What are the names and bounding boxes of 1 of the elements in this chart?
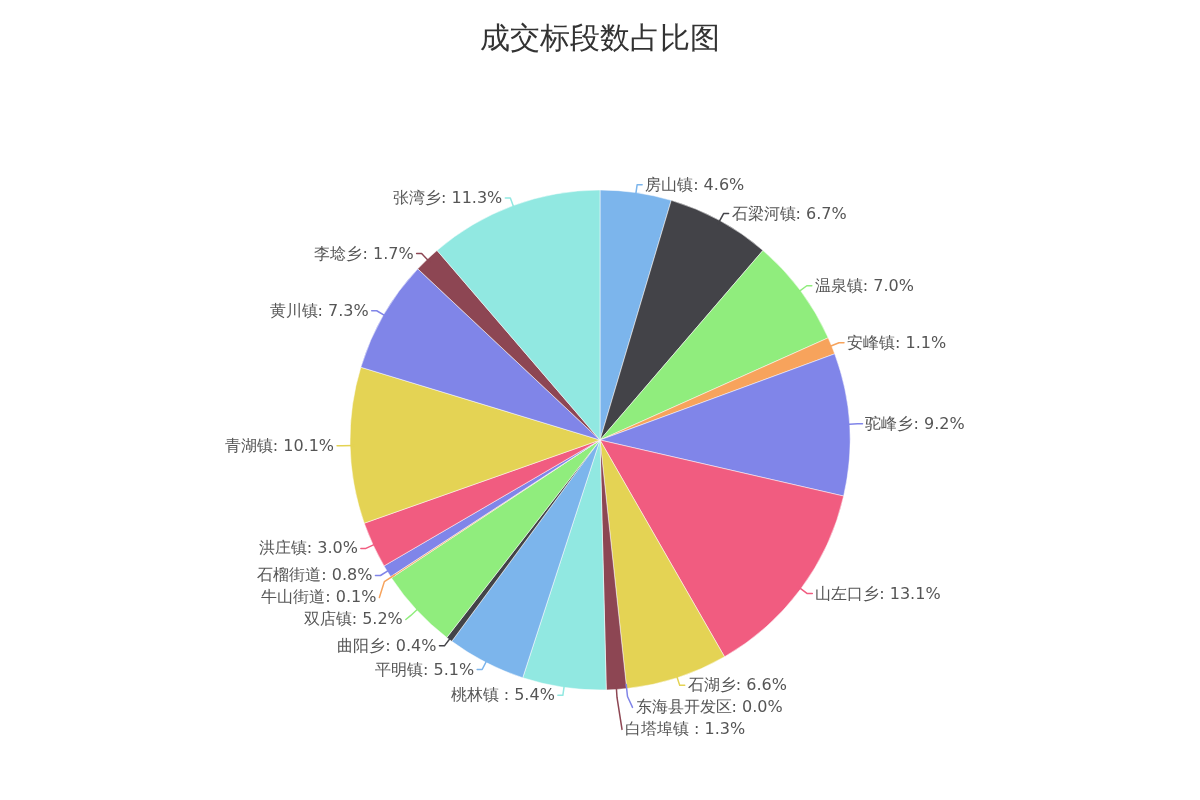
title: 成交标段数占比图 xyxy=(480,20,720,55)
